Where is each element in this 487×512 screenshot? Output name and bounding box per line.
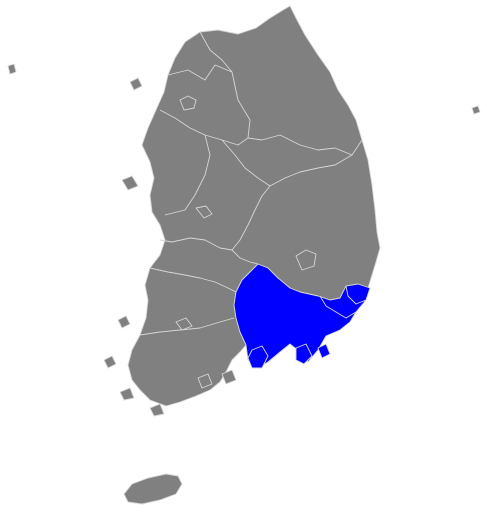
city-border — [179, 95, 197, 111]
ulleungdo-island — [471, 105, 481, 115]
city-border — [295, 249, 317, 271]
island — [197, 373, 213, 389]
island — [149, 403, 165, 417]
province-border — [269, 154, 353, 187]
province-border — [159, 139, 271, 251]
island — [7, 63, 17, 75]
province-border — [149, 267, 237, 293]
province-border — [139, 317, 235, 336]
province-border — [231, 249, 259, 265]
island — [103, 355, 117, 369]
island — [119, 387, 135, 401]
island — [121, 175, 139, 191]
island-highlight — [247, 345, 269, 369]
island — [129, 77, 143, 91]
island — [221, 369, 237, 385]
province-border — [164, 134, 211, 216]
city-border — [175, 317, 193, 331]
city-border — [195, 205, 213, 219]
island-highlight — [317, 343, 331, 359]
province-border — [319, 295, 357, 319]
province-border — [345, 285, 367, 305]
island-highlight — [295, 343, 313, 365]
mainland — [127, 5, 381, 407]
island — [117, 315, 131, 329]
province-border — [199, 31, 233, 73]
jeju-island — [123, 473, 183, 505]
